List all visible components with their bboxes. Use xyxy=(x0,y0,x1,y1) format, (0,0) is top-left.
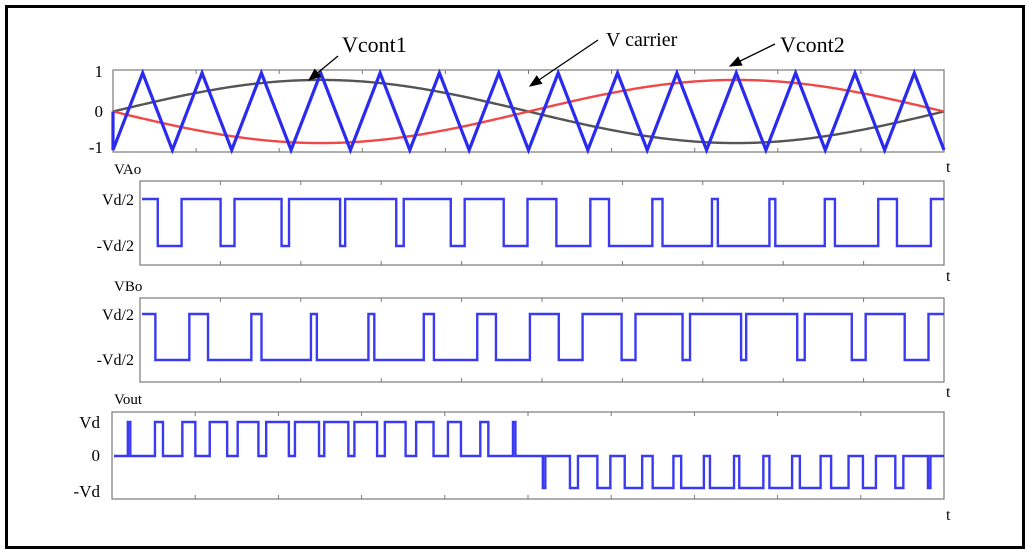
vbo-ytick-pos: Vd/2 xyxy=(102,307,134,324)
vao-tick-marks xyxy=(219,181,865,265)
vcont2-annotation: Vcont2 xyxy=(780,32,845,57)
control-panel: 1 0 -1 t Vcont1 V carrier Vcont2 xyxy=(89,29,951,176)
vao-xlabel: t xyxy=(946,268,951,285)
vout-ytick-zero: 0 xyxy=(92,446,101,465)
vout-line xyxy=(114,420,944,490)
vao-line xyxy=(142,197,944,248)
vao-ytick-neg: -Vd/2 xyxy=(97,238,134,255)
vcont2-arrow xyxy=(728,43,776,67)
vcont2-line xyxy=(112,78,945,145)
vcont1-arrow xyxy=(307,55,339,81)
vao-ytick-pos: Vd/2 xyxy=(102,192,134,209)
vcont1-annotation: Vcont1 xyxy=(342,32,407,57)
vbo-label: VBo xyxy=(114,279,142,295)
vbo-tick-marks xyxy=(219,298,865,382)
vbo-xlabel: t xyxy=(946,384,951,401)
vout-panel: Vout Vd 0 -Vd t xyxy=(74,392,951,524)
carrier-line xyxy=(111,68,946,155)
vcarrier-arrow xyxy=(528,39,599,87)
control-xlabel: t xyxy=(946,159,951,176)
ytick-1: 1 xyxy=(95,62,104,81)
vao-label: VAo xyxy=(114,162,141,178)
vao-axes-box xyxy=(139,180,945,266)
vao-panel: VAo Vd/2 -Vd/2 t xyxy=(97,162,951,285)
vout-xlabel: t xyxy=(946,507,951,524)
vout-ytick-pos: Vd xyxy=(79,413,100,432)
vbo-panel: VBo Vd/2 -Vd/2 t xyxy=(97,279,951,401)
vout-tick-marks xyxy=(194,412,862,499)
vout-label: Vout xyxy=(114,392,143,408)
ytick-neg1: -1 xyxy=(89,138,103,157)
vout-ytick-neg: -Vd xyxy=(74,482,101,501)
figure-frame xyxy=(5,5,1025,549)
ytick-0: 0 xyxy=(95,102,104,121)
vbo-line xyxy=(142,312,944,362)
vcarrier-annotation: V carrier xyxy=(606,29,678,51)
vbo-ytick-neg: -Vd/2 xyxy=(97,352,134,369)
